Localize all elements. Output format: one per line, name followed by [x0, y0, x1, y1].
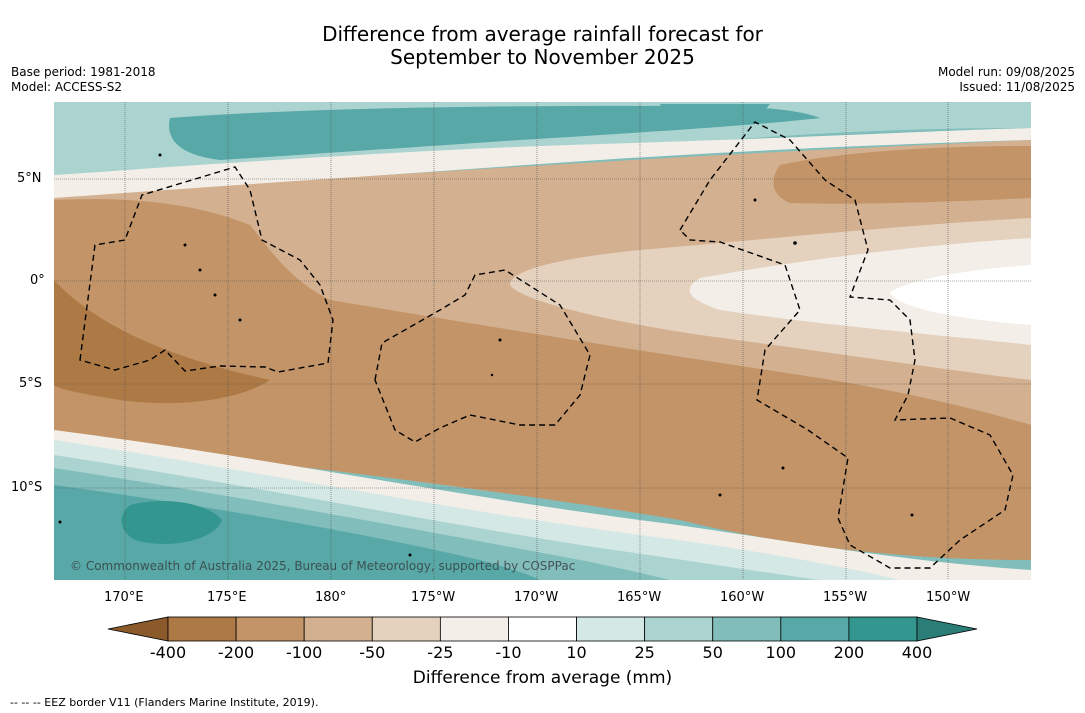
lat-label-5n: 5°N: [17, 171, 42, 186]
copyright-notice: © Commonwealth of Australia 2025, Bureau…: [70, 559, 575, 573]
colorbar-tick-label: 200: [833, 643, 865, 662]
colorbar-segment: [780, 616, 850, 642]
colorbar-tick-label: 10: [566, 643, 587, 662]
colorbar-segment: [371, 616, 441, 642]
colorbar-tick-label: -400: [149, 643, 187, 662]
map-field: © Commonwealth of Australia 2025, Bureau…: [54, 102, 1031, 580]
colorbar-segment: [508, 616, 577, 642]
colorbar-arrow-high: [916, 616, 978, 642]
lon-label-165w: 165°W: [617, 590, 662, 605]
lon-label-160w: 160°W: [720, 590, 765, 605]
colorbar-tick-label: 100: [765, 643, 797, 662]
colorbar-segment: [235, 616, 305, 642]
eez-footnote: -- -- -- EEZ border V11 (Flanders Marine…: [10, 696, 319, 709]
colorbar-segment: [303, 616, 373, 642]
colorbar-tick-label: -50: [359, 643, 386, 662]
issued-date: Issued: 11/08/2025: [959, 80, 1075, 94]
lon-label-180: 180°: [315, 590, 347, 605]
colorbar-title: Difference from average (mm): [412, 668, 673, 688]
lat-label-5s: 5°S: [19, 376, 43, 391]
model-run: Model run: 09/08/2025: [937, 65, 1075, 79]
lat-label-0: 0°: [30, 273, 45, 288]
island-specks: [58, 153, 914, 557]
lon-label-175e: 175°E: [207, 590, 247, 605]
base-period: Base period: 1981-2018: [11, 65, 156, 79]
model-name: Model: ACCESS-S2: [11, 80, 123, 94]
colorbar-tick-label: 400: [901, 643, 933, 662]
colorbar-tick-label: -100: [286, 643, 323, 662]
lat-label-10s: 10°S: [11, 480, 43, 495]
colorbar: [107, 616, 978, 642]
lon-label-150w: 150°W: [926, 590, 971, 605]
colorbar-segment: [576, 616, 646, 642]
colorbar-arrow-low: [107, 616, 169, 642]
colorbar-segment: [167, 616, 237, 642]
colorbar-segment: [848, 616, 918, 642]
title-line-1: Difference from average rainfall forecas…: [322, 22, 763, 46]
lon-label-175w: 175°W: [411, 590, 456, 605]
colorbar-segment: [712, 616, 782, 642]
lon-label-170w: 170°W: [514, 590, 559, 605]
lon-label-155w: 155°W: [823, 590, 868, 605]
colorbar-segment: [644, 616, 714, 642]
lon-label-170e: 170°E: [104, 590, 144, 605]
colorbar-tick-label: 50: [702, 643, 723, 662]
colorbar-tick-label: -25: [427, 643, 454, 662]
colorbar-tick-label: -10: [495, 643, 522, 662]
colorbar-segment: [439, 616, 509, 642]
title-line-2: September to November 2025: [390, 45, 695, 69]
colorbar-tick-label: 25: [634, 643, 655, 662]
colorbar-tick-label: -200: [217, 643, 255, 662]
eez-borders: [79, 121, 1014, 569]
